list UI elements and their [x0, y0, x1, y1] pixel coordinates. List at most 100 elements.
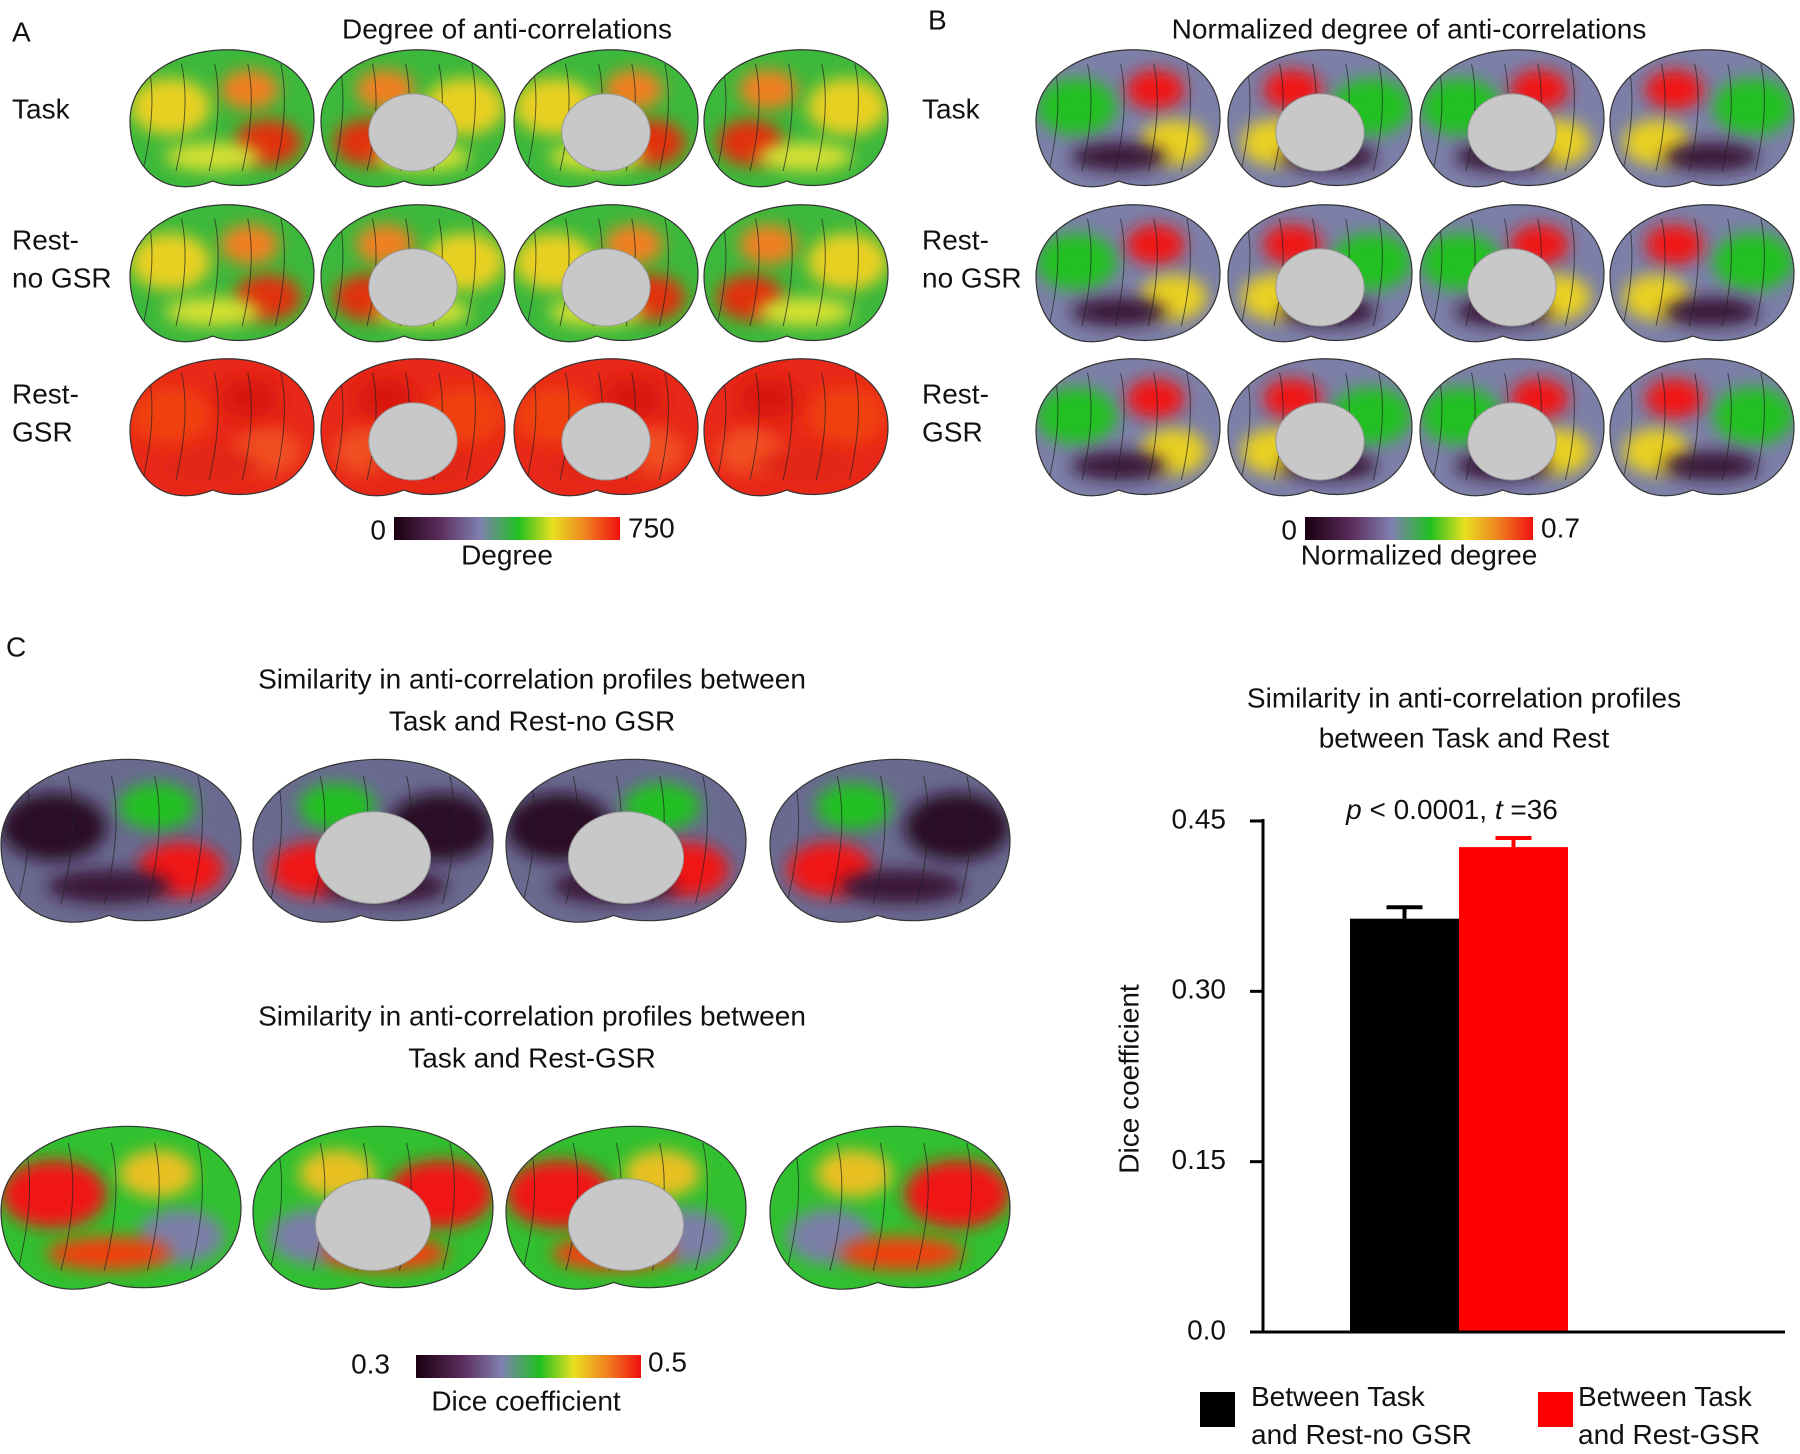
- brain-region: [1036, 78, 1117, 136]
- brain: [514, 204, 698, 342]
- brain-region: [807, 387, 888, 445]
- brain: [130, 358, 314, 496]
- parcel-border: [1372, 218, 1383, 327]
- parcel-border: [442, 775, 455, 904]
- colorbar: [416, 1355, 641, 1378]
- chart-title: between Task and Rest: [1319, 722, 1610, 753]
- brain: [1610, 49, 1794, 187]
- parcel-border: [190, 775, 203, 904]
- brain-region: [1663, 451, 1760, 481]
- colorbar-max: 750: [628, 512, 675, 543]
- parcel-border: [1754, 372, 1765, 481]
- parcel-border: [60, 1142, 74, 1271]
- medial-wall: [1275, 248, 1365, 327]
- parcel-border: [915, 775, 929, 904]
- brain: [1610, 204, 1794, 342]
- brain-region: [815, 782, 893, 831]
- parcel-border: [848, 218, 859, 327]
- y-tick-label: 0.45: [1172, 803, 1227, 834]
- brain: [704, 358, 888, 496]
- parcel-border: [815, 372, 826, 481]
- y-tick-label: 0.15: [1172, 1144, 1227, 1175]
- brain-region: [839, 1236, 965, 1271]
- brain: [1420, 358, 1604, 496]
- annotation-part: =36: [1503, 794, 1558, 825]
- brain-region: [1126, 224, 1186, 265]
- brain-outline: [0, 758, 242, 923]
- parcel-border: [959, 775, 972, 904]
- annotation-part: t: [1495, 794, 1504, 825]
- colorbar: [1305, 517, 1533, 540]
- brain-outline: [505, 758, 747, 923]
- brain-region: [807, 78, 888, 136]
- parcel-border: [1655, 372, 1666, 481]
- parcel-border: [465, 63, 476, 172]
- parcel-border: [1688, 218, 1699, 327]
- brain-outline: [703, 358, 889, 497]
- brain-region: [220, 69, 280, 110]
- brain-outline: [252, 758, 494, 923]
- brain-region: [1713, 78, 1794, 136]
- brain-region: [1663, 142, 1760, 172]
- parcel-border: [1688, 372, 1699, 481]
- brain-outline: [1035, 49, 1221, 188]
- brain: [770, 1126, 1010, 1290]
- parcel-border: [658, 63, 669, 172]
- parcel-border: [658, 372, 669, 481]
- brain-region: [1, 793, 107, 861]
- parcel-border: [848, 372, 859, 481]
- brain-region: [1126, 378, 1186, 419]
- parcel-border: [1721, 63, 1732, 172]
- brain: [1228, 358, 1412, 496]
- brain-region: [1070, 297, 1167, 327]
- brain: [770, 759, 1010, 923]
- brain: [321, 358, 505, 496]
- parcel-border: [103, 775, 117, 904]
- parcel-border: [60, 775, 74, 904]
- parcel-border: [658, 218, 669, 327]
- medial-wall: [1275, 402, 1365, 481]
- colorbar-min: 0.3: [351, 1348, 390, 1379]
- parcel-border: [749, 372, 760, 481]
- brain: [1036, 358, 1220, 496]
- brain: [253, 1126, 493, 1290]
- row-label: Task: [922, 93, 981, 124]
- parcel-border: [241, 372, 252, 481]
- parcel-border: [274, 63, 285, 172]
- colorbar-label: Dice coefficient: [431, 1385, 621, 1416]
- row-label: Rest-: [12, 378, 79, 409]
- parcel-border: [782, 218, 793, 327]
- map-title: Task and Rest-GSR: [408, 1042, 655, 1073]
- brain-region: [46, 869, 172, 904]
- brain-outline: [1419, 358, 1605, 497]
- medial-wall: [368, 402, 458, 481]
- colorbar-label: Normalized degree: [1301, 539, 1538, 570]
- medial-wall: [561, 93, 651, 172]
- brain-outline: [1609, 358, 1795, 497]
- brain: [1420, 49, 1604, 187]
- colorbar: [394, 517, 620, 540]
- parcel-border: [1180, 63, 1191, 172]
- brain-outline: [1419, 204, 1605, 343]
- brain-region: [1, 1160, 107, 1228]
- y-axis-label: Dice coefficient: [1113, 984, 1144, 1174]
- brain-region: [1126, 69, 1186, 110]
- brain-outline: [513, 204, 699, 343]
- brain: [1, 1126, 241, 1290]
- parcel-border: [815, 63, 826, 172]
- brain: [253, 759, 493, 923]
- parcel-border: [241, 218, 252, 327]
- colorbar-max: 0.7: [1541, 512, 1580, 543]
- brain: [1036, 49, 1220, 187]
- parcel-border: [175, 372, 186, 481]
- annotation: p < 0.0001, t =36: [1345, 794, 1558, 825]
- legend-swatch: [1538, 1392, 1573, 1427]
- medial-wall: [561, 248, 651, 327]
- row-label: Task: [12, 93, 71, 124]
- parcel-border: [915, 1142, 929, 1271]
- brain-outline: [129, 358, 315, 497]
- brain-region: [815, 1149, 893, 1198]
- brain-outline: [513, 49, 699, 188]
- row-label: Rest-: [922, 224, 989, 255]
